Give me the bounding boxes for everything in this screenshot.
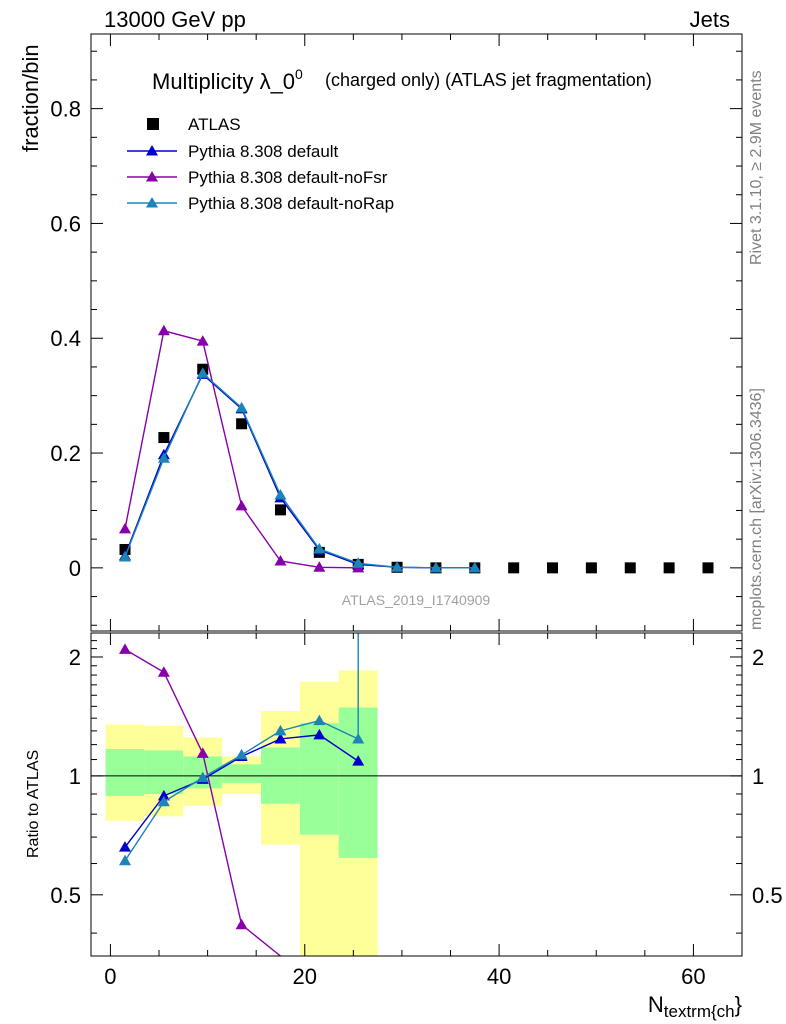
- ratio-data-point: [119, 854, 132, 866]
- data-point: [119, 550, 132, 562]
- data-point: [313, 542, 326, 554]
- data-point: [274, 554, 287, 566]
- data-point: [547, 562, 559, 574]
- main-plot: 0 0.2 0.4 0.6 0.8 fraction/bin Multiplicity λ_…: [18, 33, 743, 632]
- data-point: [585, 562, 597, 574]
- ratio-y-tick-label-right: 0.5: [752, 883, 783, 908]
- data-point: [624, 562, 636, 574]
- ratio-data-point: [119, 841, 132, 852]
- ratio-series-line: [124, 633, 359, 862]
- legend-marker: [146, 171, 158, 182]
- ratio-data-point: [157, 795, 170, 807]
- header-right: Jets: [690, 7, 730, 32]
- series-line: [124, 373, 475, 569]
- series-line: [124, 372, 475, 569]
- y-axis-label: fraction/bin: [18, 44, 43, 152]
- uncertainty-band-inner: [222, 764, 262, 783]
- data-point: [158, 432, 170, 444]
- data-point: [702, 562, 714, 574]
- ratio-data-point: [119, 643, 132, 654]
- data-point: [274, 488, 287, 500]
- ratio-data-point: [157, 666, 170, 677]
- legend-marker: [147, 118, 159, 130]
- analysis-watermark: ATLAS_2019_I1740909: [342, 592, 491, 608]
- x-tick-label: 0: [104, 964, 116, 989]
- legend-label: Pythia 8.308 default-noRap: [188, 194, 394, 213]
- data-point: [157, 452, 170, 463]
- ratio-data-point: [352, 755, 365, 766]
- data-point: [352, 557, 365, 568]
- legend-marker: [146, 145, 158, 156]
- y-tick-label: 0.4: [50, 326, 81, 351]
- data-point: [313, 561, 326, 572]
- mcplots-label: mcplots.cern.ch [arXiv:1306.3436]: [748, 388, 765, 630]
- data-point: [235, 499, 248, 511]
- data-point: [274, 504, 286, 516]
- y-tick-label: 0.6: [50, 211, 81, 236]
- x-tick-label: 20: [293, 964, 317, 989]
- legend-label: ATLAS: [188, 115, 241, 134]
- y-tick-label: 0.8: [50, 97, 81, 122]
- y-tick-label: 0: [69, 556, 81, 581]
- data-point: [429, 561, 442, 573]
- legend-label: Pythia 8.308 default: [188, 142, 339, 161]
- y-tick-label: 0.2: [50, 441, 81, 466]
- x-tick-label: 40: [487, 964, 511, 989]
- chart-subtitle: (charged only) (ATLAS jet fragmentation): [325, 70, 652, 90]
- ratio-y-axis-label: Ratio to ATLAS: [25, 750, 42, 858]
- ratio-y-tick-label: 2: [69, 645, 81, 670]
- ratio-plot-frame: [90, 632, 743, 957]
- uncertainty-band-inner: [144, 750, 184, 794]
- data-point: [508, 562, 520, 574]
- ratio-data-point: [157, 789, 170, 801]
- data-point: [119, 543, 131, 555]
- data-point: [236, 418, 248, 430]
- x-axis-label: Ntextrm{ch}: [648, 992, 742, 1021]
- ratio-y-tick-label-right: 2: [752, 645, 764, 670]
- data-point: [391, 561, 404, 572]
- header-left: 13000 GeV pp: [104, 7, 246, 32]
- rivet-label: Rivet 3.1.10, ≥ 2.9M events: [748, 70, 765, 265]
- data-point: [468, 561, 481, 573]
- series-line: [124, 329, 359, 569]
- ratio-data-point: [196, 771, 209, 783]
- ratio-data-point: [274, 732, 287, 744]
- ratio-data-point: [313, 714, 326, 726]
- uncertainty-band-inner: [105, 748, 145, 796]
- data-point: [196, 335, 209, 346]
- ratio-data-point: [274, 724, 287, 736]
- legend-label: Pythia 8.308 default-noFsr: [188, 168, 388, 187]
- ratio-y-tick-label-right: 1: [752, 764, 764, 789]
- data-point: [235, 401, 248, 413]
- ratio-data-point: [196, 747, 209, 758]
- ratio-data-point: [235, 748, 248, 760]
- data-point: [157, 324, 170, 336]
- ratio-data-point: [352, 732, 365, 744]
- ratio-data-point: [235, 918, 248, 930]
- ratio-y-tick-label: 0.5: [50, 883, 81, 908]
- x-tick-label: 60: [681, 964, 705, 989]
- main-plot-frame: [90, 33, 743, 632]
- ratio-y-tick-label: 1: [69, 764, 81, 789]
- uncertainty-band-inner: [299, 723, 339, 835]
- data-point: [196, 367, 209, 378]
- ratio-data-point: [313, 728, 326, 740]
- data-point: [119, 522, 132, 534]
- data-point: [663, 562, 675, 574]
- chart-title: Multiplicity λ_00: [152, 66, 303, 94]
- legend-marker: [146, 197, 158, 208]
